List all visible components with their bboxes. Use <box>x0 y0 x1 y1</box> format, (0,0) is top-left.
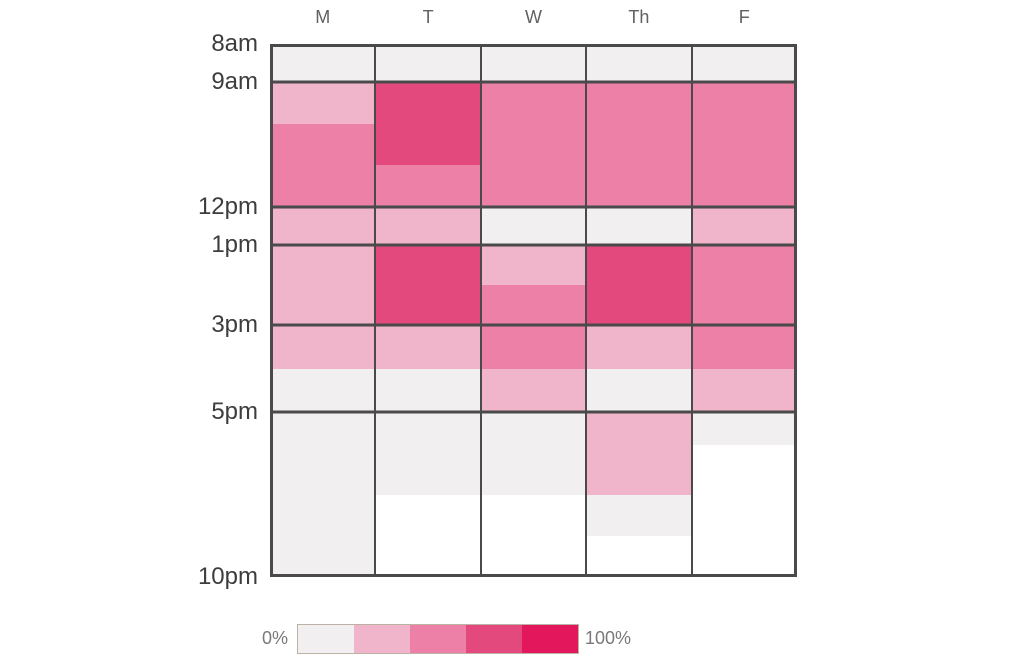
heatmap-cell-T-15 <box>375 325 481 369</box>
heatmap-cell-M-9 <box>270 82 376 124</box>
grid-vline <box>479 44 482 577</box>
grid-vline <box>585 44 588 577</box>
heatmap-cell-M-13 <box>270 245 376 325</box>
day-label-Th: Th <box>628 7 650 27</box>
heatmap-cell-W-12 <box>480 207 587 245</box>
heatmap-cell-M-12 <box>270 207 376 245</box>
day-label-T: T <box>422 7 434 27</box>
legend-min-label: 0% <box>261 628 288 648</box>
time-label-1pm: 1pm <box>211 231 258 258</box>
heatmap-cell-T-12 <box>375 207 481 245</box>
heatmap-cell-T-8 <box>375 44 481 82</box>
heatmap-cell-F-15 <box>691 325 797 369</box>
legend-max-label: 100% <box>585 628 632 648</box>
grid-hline <box>270 243 797 247</box>
grid-hline <box>270 410 797 414</box>
heatmap-cell-F-12 <box>691 207 797 245</box>
heatmap-cell-Th-17 <box>586 412 692 495</box>
heatmap-cell-M-16 <box>270 368 376 412</box>
heatmap-cell-Th-12 <box>586 207 692 245</box>
time-label-3pm: 3pm <box>211 311 258 338</box>
grid-hline <box>270 323 797 327</box>
day-label-M: M <box>315 7 331 27</box>
heatmap-cell-W-16 <box>480 368 587 412</box>
legend-swatch-level-1 <box>298 625 354 653</box>
day-label-F: F <box>738 7 750 27</box>
heatmap-cell-T-13 <box>375 245 481 325</box>
heatmap-cell-Th-15 <box>586 325 692 369</box>
heatmap-cell-M-8 <box>270 44 376 82</box>
legend-swatch-level-2 <box>354 625 410 653</box>
heatmap-cell-W-17 <box>480 412 587 495</box>
heatmap-cell-W-13 <box>480 245 587 285</box>
legend-swatch-level-5 <box>522 625 578 653</box>
heatmap-cell-T-11 <box>375 165 481 207</box>
heatmap-cell-T-16 <box>375 368 481 412</box>
heatmap-cell-F-9 <box>691 82 797 207</box>
grid-hline <box>270 205 797 209</box>
heatmap-cell-W-19.5 <box>480 494 587 577</box>
grid-vline <box>690 44 693 577</box>
heatmap-cell-W-8 <box>480 44 587 82</box>
heatmap-cell-F-18 <box>691 445 797 577</box>
heatmap-cell-Th-19.5 <box>586 494 692 536</box>
time-label-10pm: 10pm <box>197 563 258 590</box>
heatmap-cell-T-19.5 <box>375 494 481 577</box>
heatmap-cell-Th-20.75 <box>586 535 692 577</box>
heatmap-cell-W-14 <box>480 285 587 325</box>
heatmap-cell-F-17 <box>691 412 797 445</box>
heatmap-cell-Th-9 <box>586 82 692 207</box>
legend-color-scale <box>297 624 579 654</box>
heatmap-cell-F-13 <box>691 245 797 325</box>
heatmap-cell-F-16 <box>691 368 797 412</box>
heatmap-cell-T-9 <box>375 82 481 166</box>
legend-swatch-level-4 <box>466 625 522 653</box>
heatmap-cell-F-8 <box>691 44 797 82</box>
heatmap-cell-W-15 <box>480 325 587 369</box>
time-label-12pm: 12pm <box>197 193 258 220</box>
time-label-5pm: 5pm <box>211 398 258 425</box>
heatmap-cell-Th-13 <box>586 245 692 325</box>
legend-swatch-level-3 <box>410 625 466 653</box>
day-label-W: W <box>524 7 542 27</box>
heatmap-cell-M-10 <box>270 123 376 207</box>
heatmap-cell-M-17 <box>270 412 376 577</box>
grid-vline <box>374 44 377 577</box>
heatmap-cell-Th-8 <box>586 44 692 82</box>
time-label-8am: 8am <box>211 30 258 57</box>
time-label-9am: 9am <box>211 68 258 95</box>
heatmap-cell-M-15 <box>270 325 376 369</box>
grid-hline <box>270 80 797 84</box>
heatmap-cell-T-17 <box>375 412 481 495</box>
heatmap-cell-W-9 <box>480 82 587 207</box>
heatmap-cell-Th-16 <box>586 368 692 412</box>
